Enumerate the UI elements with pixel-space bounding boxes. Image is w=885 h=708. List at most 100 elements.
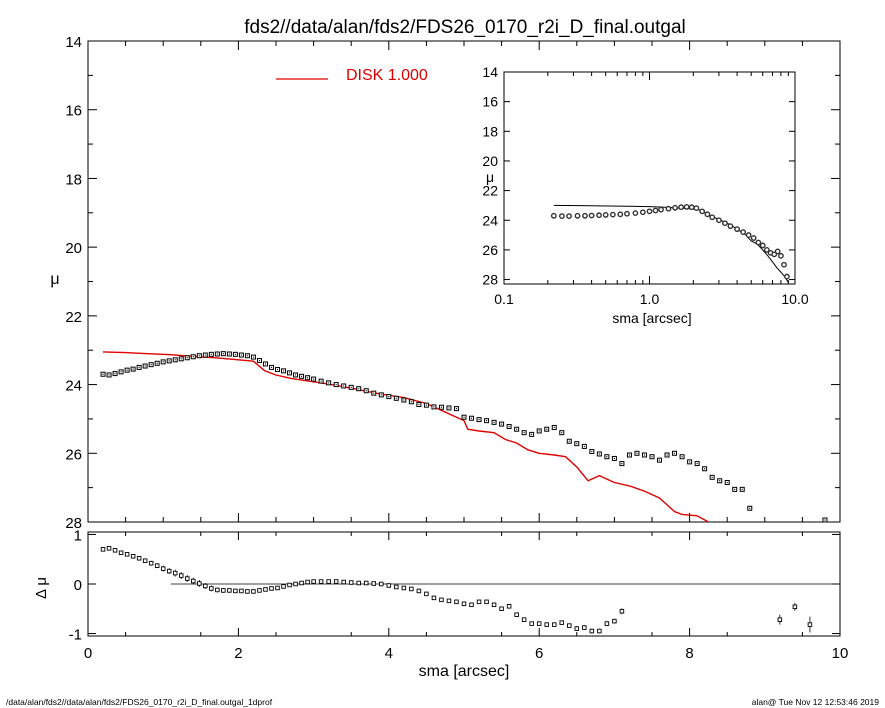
residual-data-point: [276, 586, 280, 590]
inset-data-point: [679, 205, 683, 209]
main-data-point-center: [120, 371, 121, 372]
residual-data-point: [185, 577, 189, 581]
residual-data-point: [222, 589, 226, 593]
main-data-point-center: [277, 369, 278, 370]
inset-y-tick-label: 16: [482, 94, 498, 110]
residual-data-point: [240, 589, 244, 593]
residual-data-point: [334, 580, 338, 584]
residual-data-point: [216, 588, 220, 592]
main-data-point-center: [426, 405, 427, 406]
residual-data-point: [306, 580, 310, 584]
residual-ticks: 0 2 4 6 8 1010-1: [69, 527, 849, 662]
main-data-point-center: [697, 463, 698, 464]
residual-data-point: [417, 589, 421, 593]
main-data-point-center: [187, 357, 188, 358]
main-data-point-center: [403, 399, 404, 400]
main-data-point-center: [463, 417, 464, 418]
inset-data-point: [746, 233, 750, 237]
main-data-point-center: [636, 453, 637, 454]
main-data-point-center: [175, 359, 176, 360]
inset-data-point: [589, 213, 593, 217]
residual-data-point: [620, 609, 624, 613]
inset-data-point: [700, 209, 704, 213]
main-data-point-center: [433, 406, 434, 407]
residual-data-point: [793, 605, 797, 609]
residual-data-point: [500, 607, 504, 611]
residual-data-point: [590, 629, 594, 633]
inset-data-point: [684, 205, 688, 209]
inset-data-point: [756, 240, 760, 244]
inset-data-point: [567, 214, 571, 218]
inset-y-tick-label: 14: [482, 64, 498, 80]
residual-data-point: [364, 581, 368, 585]
residual-data-point: [357, 581, 361, 585]
main-data-point-center: [651, 456, 652, 457]
residual-data-point: [485, 600, 489, 604]
main-data-point-center: [211, 354, 212, 355]
residual-data-point: [113, 549, 117, 553]
residual-data-point: [258, 589, 262, 593]
residual-data-point: [440, 598, 444, 602]
residual-data-point: [210, 587, 214, 591]
inset-data-point: [633, 211, 637, 215]
main-data-point-center: [301, 376, 302, 377]
main-data-point-center: [205, 354, 206, 355]
figure-canvas: fds2//data/alan/fds2/FDS26_0170_r2i_D_fi…: [0, 0, 885, 708]
residual-data-point: [173, 571, 177, 575]
inset-data-point: [604, 213, 608, 217]
main-data-point-center: [471, 418, 472, 419]
main-data-point-center: [749, 508, 750, 509]
residual-data-point: [300, 581, 304, 585]
inset-data-point: [647, 209, 651, 213]
main-data-point-center: [145, 365, 146, 366]
residual-data-point: [246, 590, 250, 594]
main-data-point-center: [139, 367, 140, 368]
main-data-point-center: [606, 456, 607, 457]
residual-data-point: [179, 574, 183, 578]
main-y-tick-label: 16: [65, 103, 82, 120]
inset-data-point: [583, 214, 587, 218]
residual-data-point: [107, 547, 111, 551]
inset-data-point: [785, 274, 789, 278]
residual-data-point: [137, 556, 141, 560]
residual-data-point: [131, 554, 135, 558]
main-data-point-center: [478, 419, 479, 420]
residual-data-point: [598, 629, 602, 633]
inset-data-point: [552, 214, 556, 218]
residual-data-point: [288, 583, 292, 587]
main-model-series-line: [103, 352, 720, 529]
main-data-point-center: [102, 374, 103, 375]
residual-data-point: [319, 580, 323, 584]
main-data-point-center: [674, 453, 675, 454]
main-y-axis-label: μ: [50, 271, 59, 288]
residual-x-tick-label: 2: [234, 645, 242, 662]
main-data-point-center: [373, 393, 374, 394]
residual-data-point: [155, 564, 159, 568]
main-data-point-center: [524, 432, 525, 433]
inset-data-point: [735, 227, 739, 231]
inset-x-axis-label: sma [arcsec]: [612, 310, 691, 326]
inset-data-point: [575, 214, 579, 218]
main-data-point-center: [742, 489, 743, 490]
inset-x-tick-label: 1.0: [640, 291, 660, 307]
main-data-point-center: [546, 429, 547, 430]
inset-data-point: [751, 236, 755, 240]
inset-y-tick-label: 24: [482, 212, 498, 228]
residual-x-tick-label: 10: [832, 645, 849, 662]
main-data-point-center: [247, 355, 248, 356]
residual-data-point: [161, 567, 165, 571]
residual-data-point: [327, 580, 331, 584]
main-data-point-center: [295, 374, 296, 375]
main-data-point-center: [151, 364, 152, 365]
main-data-point-center: [456, 408, 457, 409]
inset-y-axis-label: μ: [486, 169, 494, 185]
main-y-tick-label: 20: [65, 240, 82, 257]
residual-data-point: [372, 582, 376, 586]
inset-data-point: [653, 208, 657, 212]
inset-y-tick-label: 18: [482, 123, 498, 139]
inset-data-point: [625, 212, 629, 216]
residual-data-point: [379, 582, 383, 586]
main-data-point-center: [358, 388, 359, 389]
inset-plot-frame: [504, 72, 795, 284]
main-data-point-center: [659, 460, 660, 461]
